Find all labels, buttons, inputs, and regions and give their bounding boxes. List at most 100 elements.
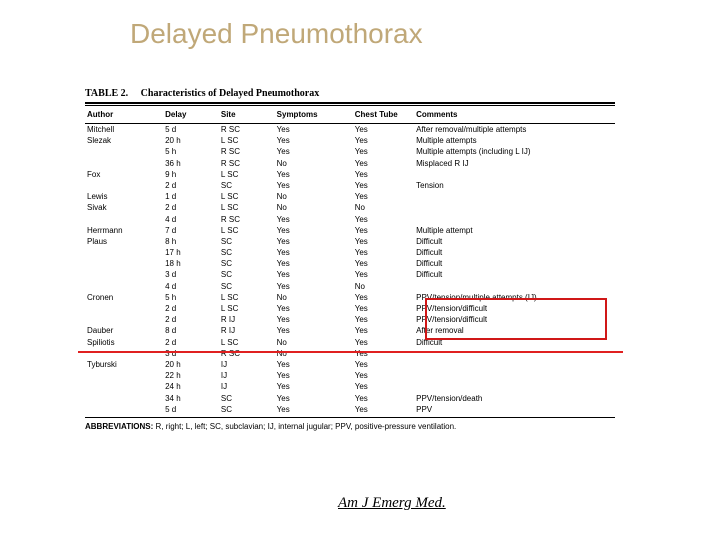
cell-delay: 2 d	[163, 180, 219, 191]
cell-author: Fox	[85, 169, 163, 180]
cell-delay: 3 d	[163, 269, 219, 280]
table-row: Lewis1 dL SCNoYes	[85, 191, 615, 202]
cell-author: Cronen	[85, 292, 163, 303]
cell-delay: 36 h	[163, 158, 219, 169]
cell-site: R SC	[219, 158, 275, 169]
table-row: Mitchell5 dR SCYesYesAfter removal/multi…	[85, 124, 615, 136]
cell-site: L SC	[219, 135, 275, 146]
cell-chest: Yes	[353, 247, 414, 258]
cell-chest: Yes	[353, 191, 414, 202]
cell-symptoms: No	[275, 191, 353, 202]
caption-label: TABLE 2.	[85, 88, 128, 99]
cell-site: SC	[219, 281, 275, 292]
cell-chest: Yes	[353, 135, 414, 146]
cell-comments: PPV/tension/difficult	[414, 303, 615, 314]
cell-chest: No	[353, 202, 414, 213]
cell-comments	[414, 169, 615, 180]
cell-symptoms: Yes	[275, 214, 353, 225]
table-row: 3 dR SCNoYes	[85, 348, 615, 359]
title-text: Delayed Pneumothorax	[130, 18, 423, 49]
cell-author	[85, 404, 163, 415]
cell-delay: 5 d	[163, 404, 219, 415]
cell-comments: Difficult	[414, 236, 615, 247]
table-row: Slezak20 hL SCYesYesMultiple attempts	[85, 135, 615, 146]
cell-author	[85, 214, 163, 225]
col-symptoms: Symptoms	[275, 106, 353, 124]
table-row: 34 hSCYesYesPPV/tension/death	[85, 393, 615, 404]
cell-symptoms: Yes	[275, 180, 353, 191]
cell-comments	[414, 370, 615, 381]
slide-title: Delayed Pneumothorax	[130, 18, 423, 50]
cell-site: SC	[219, 393, 275, 404]
cell-comments: Multiple attempt	[414, 225, 615, 236]
cell-delay: 7 d	[163, 225, 219, 236]
table-row: Tyburski20 hIJYesYes	[85, 359, 615, 370]
table-row: Plaus8 hSCYesYesDifficult	[85, 236, 615, 247]
cell-symptoms: No	[275, 292, 353, 303]
cell-author: Spiliotis	[85, 337, 163, 348]
table-row: Cronen5 hL SCNoYesPPV/tension/multiple a…	[85, 292, 615, 303]
cell-delay: 9 h	[163, 169, 219, 180]
cell-comments	[414, 281, 615, 292]
cell-chest: Yes	[353, 225, 414, 236]
table-row: 3 dSCYesYesDifficult	[85, 269, 615, 280]
table-row: 2 dSCYesYesTension	[85, 180, 615, 191]
cell-site: L SC	[219, 292, 275, 303]
cell-site: SC	[219, 247, 275, 258]
cell-symptoms: Yes	[275, 281, 353, 292]
cell-chest: Yes	[353, 359, 414, 370]
col-author: Author	[85, 106, 163, 124]
cell-delay: 4 d	[163, 214, 219, 225]
cell-site: R SC	[219, 124, 275, 136]
col-comments: Comments	[414, 106, 615, 124]
cell-comments: Difficult	[414, 269, 615, 280]
cell-author	[85, 393, 163, 404]
table-row: 18 hSCYesYesDifficult	[85, 258, 615, 269]
cell-site: IJ	[219, 370, 275, 381]
cell-chest: Yes	[353, 314, 414, 325]
cell-symptoms: No	[275, 337, 353, 348]
cell-site: IJ	[219, 359, 275, 370]
cell-site: L SC	[219, 303, 275, 314]
table-row: 2 dR IJYesYesPPV/tension/difficult	[85, 314, 615, 325]
table-row: 24 hIJYesYes	[85, 381, 615, 392]
cell-comments: Difficult	[414, 337, 615, 348]
cell-site: SC	[219, 269, 275, 280]
cell-symptoms: Yes	[275, 404, 353, 415]
citation-text: Am J Emerg Med.	[338, 495, 446, 511]
cell-comments: PPV/tension/multiple attempts (IJ)	[414, 292, 615, 303]
cell-author: Dauber	[85, 325, 163, 336]
cell-site: SC	[219, 258, 275, 269]
cell-symptoms: Yes	[275, 269, 353, 280]
red-divider-line	[78, 351, 623, 353]
cell-comments: After removal/multiple attempts	[414, 124, 615, 136]
cell-chest: Yes	[353, 370, 414, 381]
table-row: Spiliotis2 dL SCNoYesDifficult	[85, 337, 615, 348]
cell-chest: Yes	[353, 146, 414, 157]
cell-chest: Yes	[353, 124, 414, 136]
cell-comments	[414, 202, 615, 213]
cell-symptoms: Yes	[275, 393, 353, 404]
table-row: 5 dSCYesYesPPV	[85, 404, 615, 415]
cell-symptoms: Yes	[275, 258, 353, 269]
cell-symptoms: Yes	[275, 381, 353, 392]
table-row: 2 dL SCYesYesPPV/tension/difficult	[85, 303, 615, 314]
cell-symptoms: Yes	[275, 314, 353, 325]
table-row: 4 dSCYesNo	[85, 281, 615, 292]
cell-chest: Yes	[353, 158, 414, 169]
cell-symptoms: Yes	[275, 124, 353, 136]
cell-comments	[414, 348, 615, 359]
citation: Am J Emerg Med.	[338, 495, 446, 512]
cell-symptoms: Yes	[275, 135, 353, 146]
cell-author	[85, 303, 163, 314]
cell-chest: Yes	[353, 180, 414, 191]
cell-symptoms: Yes	[275, 303, 353, 314]
table-row: Herrmann7 dL SCYesYesMultiple attempt	[85, 225, 615, 236]
cell-comments: Multiple attempts	[414, 135, 615, 146]
cell-symptoms: No	[275, 158, 353, 169]
cell-site: L SC	[219, 191, 275, 202]
cell-symptoms: Yes	[275, 225, 353, 236]
col-chest: Chest Tube	[353, 106, 414, 124]
cell-author: Herrmann	[85, 225, 163, 236]
cell-site: SC	[219, 404, 275, 415]
